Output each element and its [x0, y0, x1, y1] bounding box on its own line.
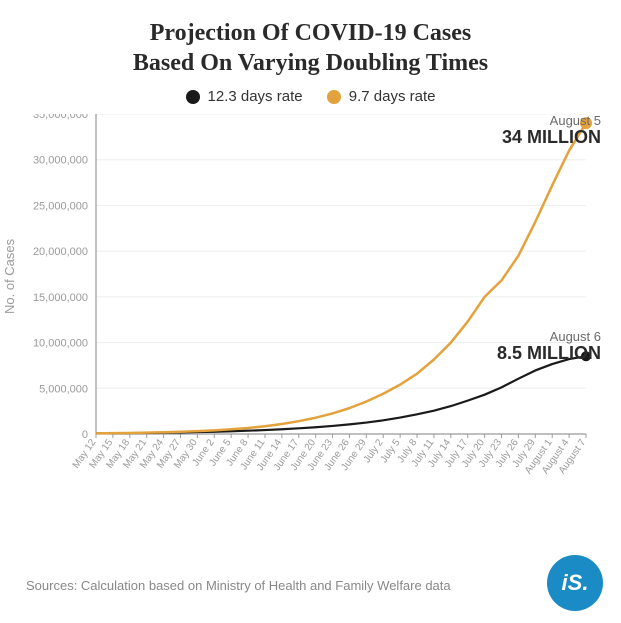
annotation-12p3-date: August 6 [497, 330, 601, 344]
svg-text:30,000,000: 30,000,000 [33, 154, 88, 166]
legend-item-2: 9.7 days rate [327, 88, 436, 105]
brand-logo-text: iS. [562, 570, 589, 596]
legend-dot-2 [327, 90, 341, 104]
chart-area: No. of Cases August 5 34 MILLION August … [0, 114, 621, 519]
source-text: Sources: Calculation based on Ministry o… [26, 578, 451, 593]
legend-item-1: 12.3 days rate [186, 88, 303, 105]
title-line-1: Projection Of COVID-19 Cases [150, 20, 472, 46]
svg-text:10,000,000: 10,000,000 [33, 337, 88, 349]
svg-text:5,000,000: 5,000,000 [39, 383, 88, 395]
line-chart: 05,000,00010,000,00015,000,00020,000,000… [0, 114, 621, 514]
legend-label-2: 9.7 days rate [349, 88, 436, 105]
brand-logo: iS. [547, 555, 603, 611]
annotation-12p3-value: 8.5 MILLION [497, 344, 601, 364]
annotation-9p7-date: August 5 [502, 114, 601, 128]
legend-label-1: 12.3 days rate [208, 88, 303, 105]
legend-dot-1 [186, 90, 200, 104]
svg-text:25,000,000: 25,000,000 [33, 200, 88, 212]
chart-title: Projection Of COVID-19 Cases Based On Va… [0, 0, 621, 78]
svg-text:20,000,000: 20,000,000 [33, 246, 88, 258]
svg-text:15,000,000: 15,000,000 [33, 291, 88, 303]
svg-text:35,000,000: 35,000,000 [33, 114, 88, 121]
y-axis-label: No. of Cases [2, 238, 17, 313]
annotation-9p7-value: 34 MILLION [502, 128, 601, 148]
annotation-12p3: August 6 8.5 MILLION [497, 330, 601, 364]
annotation-9p7: August 5 34 MILLION [502, 114, 601, 148]
legend: 12.3 days rate 9.7 days rate [0, 88, 621, 108]
title-line-2: Based On Varying Doubling Times [133, 50, 488, 76]
